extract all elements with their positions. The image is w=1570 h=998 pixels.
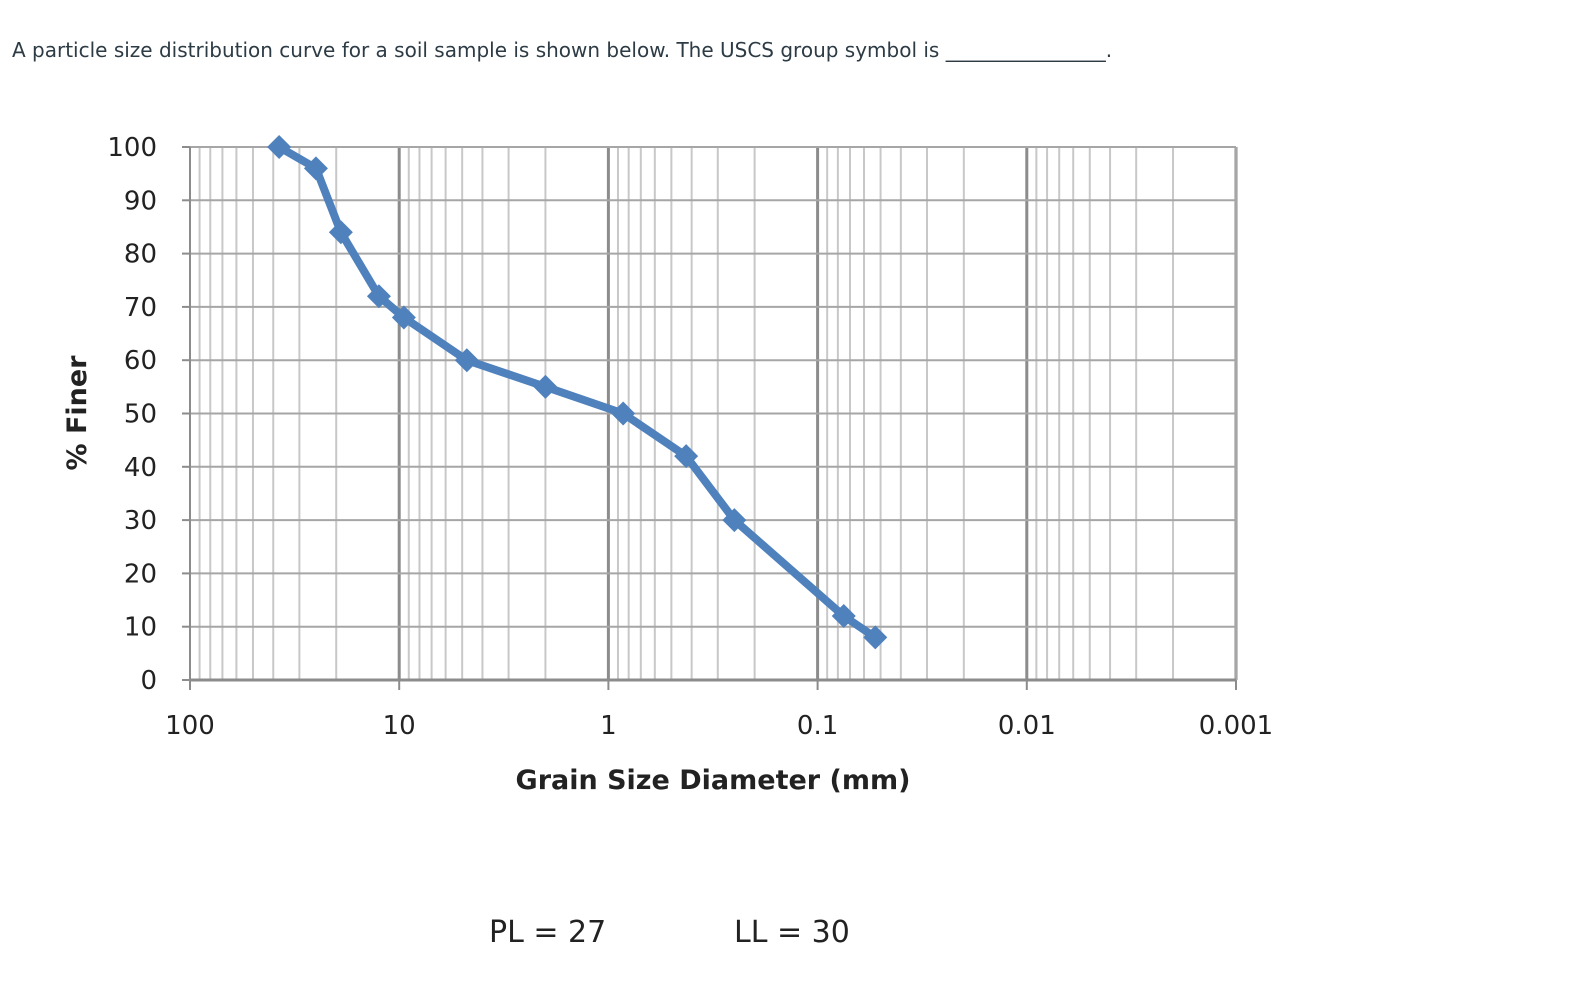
y-tick-label: 30 — [124, 506, 157, 536]
x-tick-label: 100 — [165, 711, 215, 741]
x-axis-ticks: 100 10 1 0.1 0.01 0.001 — [165, 680, 1273, 741]
data-point-marker — [831, 604, 856, 629]
x-axis-title: Grain Size Diameter (mm) — [516, 765, 911, 796]
data-point-marker — [454, 348, 479, 373]
plastic-limit-label: PL = 27 — [489, 915, 606, 950]
y-axis-ticks: 0 10 20 30 40 50 60 70 80 90 100 — [107, 133, 190, 696]
x-tick-label: 0.1 — [797, 711, 838, 741]
series-line — [275, 143, 880, 642]
data-point-marker — [533, 374, 558, 399]
y-tick-label: 70 — [124, 293, 157, 323]
data-point-marker — [863, 625, 888, 650]
y-axis-title: % Finer — [62, 355, 93, 471]
liquid-limit-label: LL = 30 — [734, 915, 850, 950]
y-tick-label: 40 — [124, 453, 157, 483]
data-point-marker — [722, 508, 747, 533]
y-tick-label: 20 — [124, 559, 157, 589]
y-tick-label: 50 — [124, 400, 157, 430]
y-tick-label: 80 — [124, 240, 157, 270]
data-point-marker — [267, 135, 292, 159]
y-tick-label: 10 — [124, 613, 157, 643]
y-tick-label: 60 — [124, 346, 157, 376]
data-point-marker — [391, 305, 416, 330]
x-tick-label: 0.001 — [1199, 711, 1273, 741]
x-tick-label: 1 — [600, 711, 617, 741]
question-text: A particle size distribution curve for a… — [12, 38, 1113, 62]
x-tick-label: 10 — [383, 711, 416, 741]
data-point-marker — [303, 156, 328, 181]
x-tick-label: 0.01 — [998, 711, 1056, 741]
data-point-marker — [366, 284, 391, 309]
data-point-marker — [674, 444, 699, 469]
data-series — [267, 135, 888, 650]
data-point-marker — [611, 401, 636, 426]
chart-grid — [190, 146, 1238, 680]
y-tick-label: 90 — [124, 186, 157, 216]
y-tick-label: 0 — [140, 666, 157, 696]
y-tick-label: 100 — [107, 133, 157, 163]
data-point-marker — [328, 220, 353, 245]
